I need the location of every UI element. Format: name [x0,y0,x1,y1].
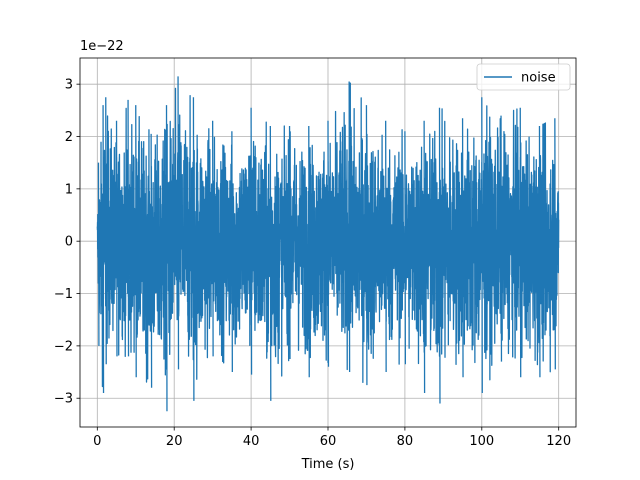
y-tick-label: 3 [65,78,73,93]
y-tick-label: 0 [65,235,73,250]
series-noise [96,76,560,412]
legend: noise [476,63,571,91]
ticks: 0 20 40 60 80 100 120 −3 −2 −1 0 1 2 3 [54,78,571,449]
x-tick-label: 0 [93,434,101,449]
y-tick-label: −3 [54,392,73,407]
x-tick-label: 40 [243,434,260,449]
legend-label-noise: noise [521,71,556,86]
legend-box [476,63,571,91]
x-tick-label: 120 [546,434,571,449]
x-tick-label: 100 [469,434,494,449]
y-tick-label: 2 [65,130,73,145]
x-axis-label: Time (s) [301,457,355,472]
x-tick-label: 20 [166,434,183,449]
x-tick-label: 60 [320,434,337,449]
y-tick-label: −1 [54,287,73,302]
y-offset-text: 1e−22 [80,39,124,54]
y-tick-label: 1 [65,182,73,197]
y-tick-label: −2 [54,339,73,354]
x-tick-label: 80 [397,434,414,449]
noise-line [96,76,560,412]
